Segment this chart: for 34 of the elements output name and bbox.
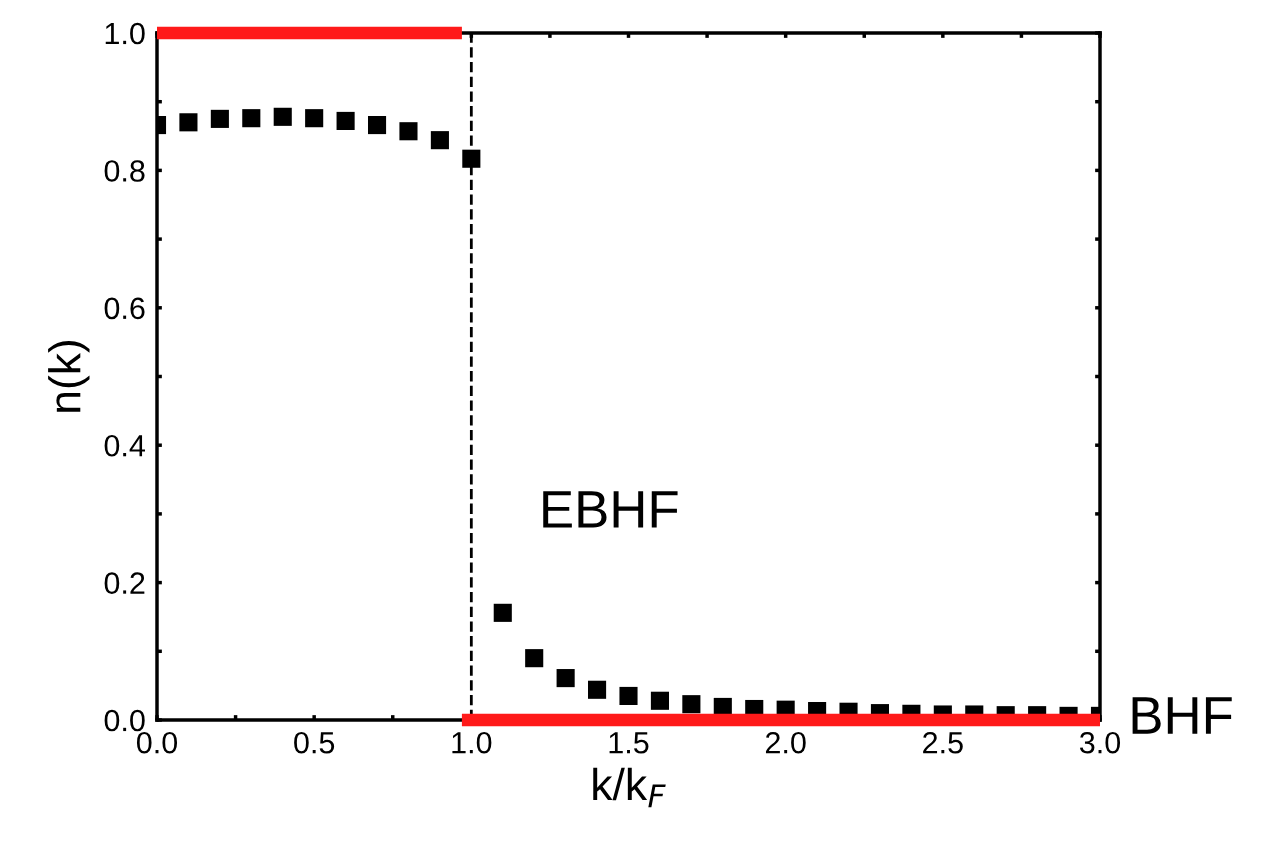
text: BHF [1132,697,1232,734]
y-tick-label: 0.2 [104,572,145,594]
point [210,109,229,128]
point [525,649,544,668]
point [367,116,387,135]
point [430,131,449,150]
y-axis-title: n(k) [48,340,90,412]
y-tick-label: 0.6 [104,297,145,320]
point [493,603,512,622]
x-tick-label: 0.0 [136,731,178,754]
point [650,691,669,710]
x-tick-label: 3.0 [1079,731,1121,754]
x-tick-label: 2.0 [765,731,806,754]
y-tick-label: 0.8 [104,160,145,182]
point [619,686,638,706]
point [273,107,292,126]
point [682,695,701,714]
x-tick-label: 0.5 [294,731,335,754]
point [336,111,355,130]
point [305,109,324,128]
x-axis-title: k/k$_{F}$ [593,767,666,808]
point [179,113,198,132]
annotation: EBHF [543,491,678,528]
point [399,122,418,141]
x-tick-label: 1.0 [452,731,492,754]
x-tick-label: 1.5 [609,732,649,754]
x-tick-label: 2.5 [923,731,963,754]
point [242,109,261,128]
point [588,680,607,699]
point [556,669,575,688]
point [462,149,481,168]
y-tick-label: 0.0 [104,709,145,732]
y-tick-label: 0.4 [104,434,145,457]
y-tick-label: 1.0 [105,22,145,45]
